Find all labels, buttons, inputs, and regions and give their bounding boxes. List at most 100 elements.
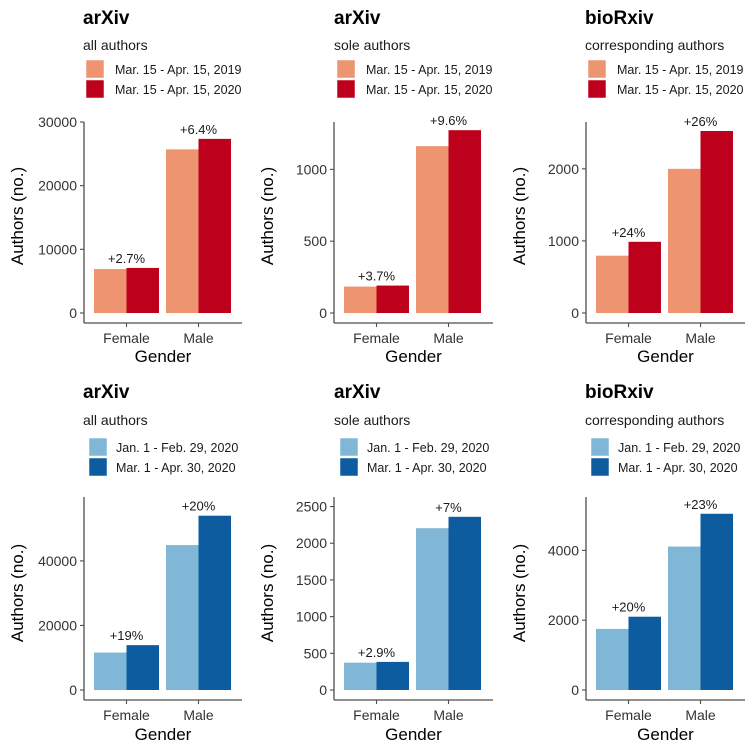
bar-female-series-2 [126,645,159,690]
bar-data-label: +3.7% [358,269,396,284]
legend-swatch [587,79,607,99]
legend-label: Mar. 15 - Apr. 15, 2020 [617,83,744,97]
bar-data-label: +2.9% [358,645,396,660]
bar-male-series-1 [166,545,199,690]
y-tick-label: 4000 [548,542,579,558]
legend-swatch [88,437,108,457]
bar-male-series-1 [668,546,701,690]
legend: Jan. 1 - Feb. 29, 2020 Mar. 1 - Apr. 30, … [339,437,489,477]
y-tick-label: 0 [571,305,579,321]
legend-swatch [339,457,359,477]
legend: Mar. 15 - Apr. 15, 2019 Mar. 15 - Apr. 15… [587,59,744,99]
panel-subtitle: sole authors [334,412,410,428]
y-tick-label: 0 [319,682,327,698]
bar-data-label: +20% [182,499,216,514]
y-tick-label: 0 [571,682,579,698]
x-axis-title: Gender [385,725,442,744]
panel-title: arXiv [83,8,130,29]
x-tick-label: Male [183,707,214,723]
bar-male-series-2 [198,515,231,690]
y-tick-label: 10000 [38,241,77,257]
bar-male-series-1 [416,146,449,313]
x-tick-label: Female [103,330,150,346]
bar-male-series-1 [416,528,449,690]
x-axis-title: Gender [637,725,694,744]
y-tick-label: 30000 [38,114,77,130]
bar-data-label: +6.4% [180,122,218,137]
y-tick-label: 40000 [38,553,77,569]
y-axis-title: Authors (no.) [258,167,277,265]
legend-label: Jan. 1 - Feb. 29, 2020 [367,441,489,455]
bar-female-series-1 [344,662,377,690]
legend-label: Mar. 15 - Apr. 15, 2020 [115,83,242,97]
x-tick-label: Male [685,330,716,346]
legend-swatch [336,79,356,99]
panel-subtitle: all authors [83,37,148,53]
y-tick-label: 500 [304,233,328,249]
legend: Jan. 1 - Feb. 29, 2020 Mar. 1 - Apr. 30, … [590,437,740,477]
y-axis-title: Authors (no.) [510,167,529,265]
bar-data-label: +7% [435,500,462,515]
bar-data-label: +24% [612,225,646,240]
bar-female-series-1 [94,652,127,690]
x-tick-label: Male [183,330,214,346]
bar-female-series-1 [344,286,377,313]
y-tick-label: 500 [304,645,328,661]
y-tick-label: 0 [69,305,77,321]
y-tick-label: 2500 [296,499,327,515]
x-tick-label: Female [353,330,400,346]
legend-label: Mar. 15 - Apr. 15, 2020 [366,83,493,97]
legend-label: Mar. 1 - Apr. 30, 2020 [116,461,236,475]
y-tick-label: 2000 [548,161,579,177]
chart-panel-6: bioRxiv corresponding authors Jan. 1 - Feb… [510,382,745,744]
x-tick-label: Male [433,330,464,346]
legend-swatch [336,59,356,79]
bar-male-series-2 [700,131,733,313]
y-axis-title: Authors (no.) [258,544,277,642]
x-axis-title: Gender [135,725,192,744]
panel-subtitle: corresponding authors [585,412,724,428]
bar-data-label: +26% [684,114,718,129]
y-axis-title: Authors (no.) [510,544,529,642]
y-tick-label: 2000 [296,535,327,551]
chart-panel-5: arXiv sole authors Jan. 1 - Feb. 29, 2020 M… [258,382,493,744]
panel-title: bioRxiv [585,382,654,403]
legend: Mar. 15 - Apr. 15, 2019 Mar. 15 - Apr. 15… [85,59,242,99]
legend-swatch [85,59,105,79]
bar-data-label: +9.6% [430,113,468,128]
x-tick-label: Female [605,707,652,723]
panel-subtitle: corresponding authors [585,37,724,53]
y-tick-label: 0 [69,682,77,698]
bar-data-label: +2.7% [108,251,146,266]
panel-title: arXiv [334,8,381,29]
y-tick-label: 1500 [296,572,327,588]
legend-label: Jan. 1 - Feb. 29, 2020 [618,441,740,455]
x-tick-label: Female [103,707,150,723]
x-tick-label: Female [353,707,400,723]
bar-male-series-2 [448,130,481,313]
bar-male-series-2 [448,516,481,690]
legend-label: Mar. 1 - Apr. 30, 2020 [367,461,487,475]
bar-data-label: +20% [612,600,646,615]
y-tick-label: 1000 [296,161,327,177]
y-axis-title: Authors (no.) [8,167,27,265]
bar-female-series-1 [94,269,127,313]
panel-title: arXiv [334,382,381,403]
bar-data-label: +23% [684,497,718,512]
bar-female-series-2 [628,241,661,313]
bar-male-series-2 [700,513,733,690]
y-tick-label: 1000 [296,609,327,625]
y-tick-label: 0 [319,305,327,321]
chart-panel-4: arXiv all authors Jan. 1 - Feb. 29, 2020 Ma… [8,382,242,744]
chart-panel-1: arXiv all authors Mar. 15 - Apr. 15, 2019M… [8,8,242,366]
bar-female-series-2 [126,267,159,313]
legend-swatch [339,437,359,457]
bar-female-series-1 [596,255,629,313]
legend-swatch [88,457,108,477]
y-tick-label: 20000 [38,617,77,633]
x-tick-label: Male [685,707,716,723]
legend-label: Mar. 15 - Apr. 15, 2019 [366,63,493,77]
bar-male-series-2 [198,138,231,313]
x-tick-label: Female [605,330,652,346]
